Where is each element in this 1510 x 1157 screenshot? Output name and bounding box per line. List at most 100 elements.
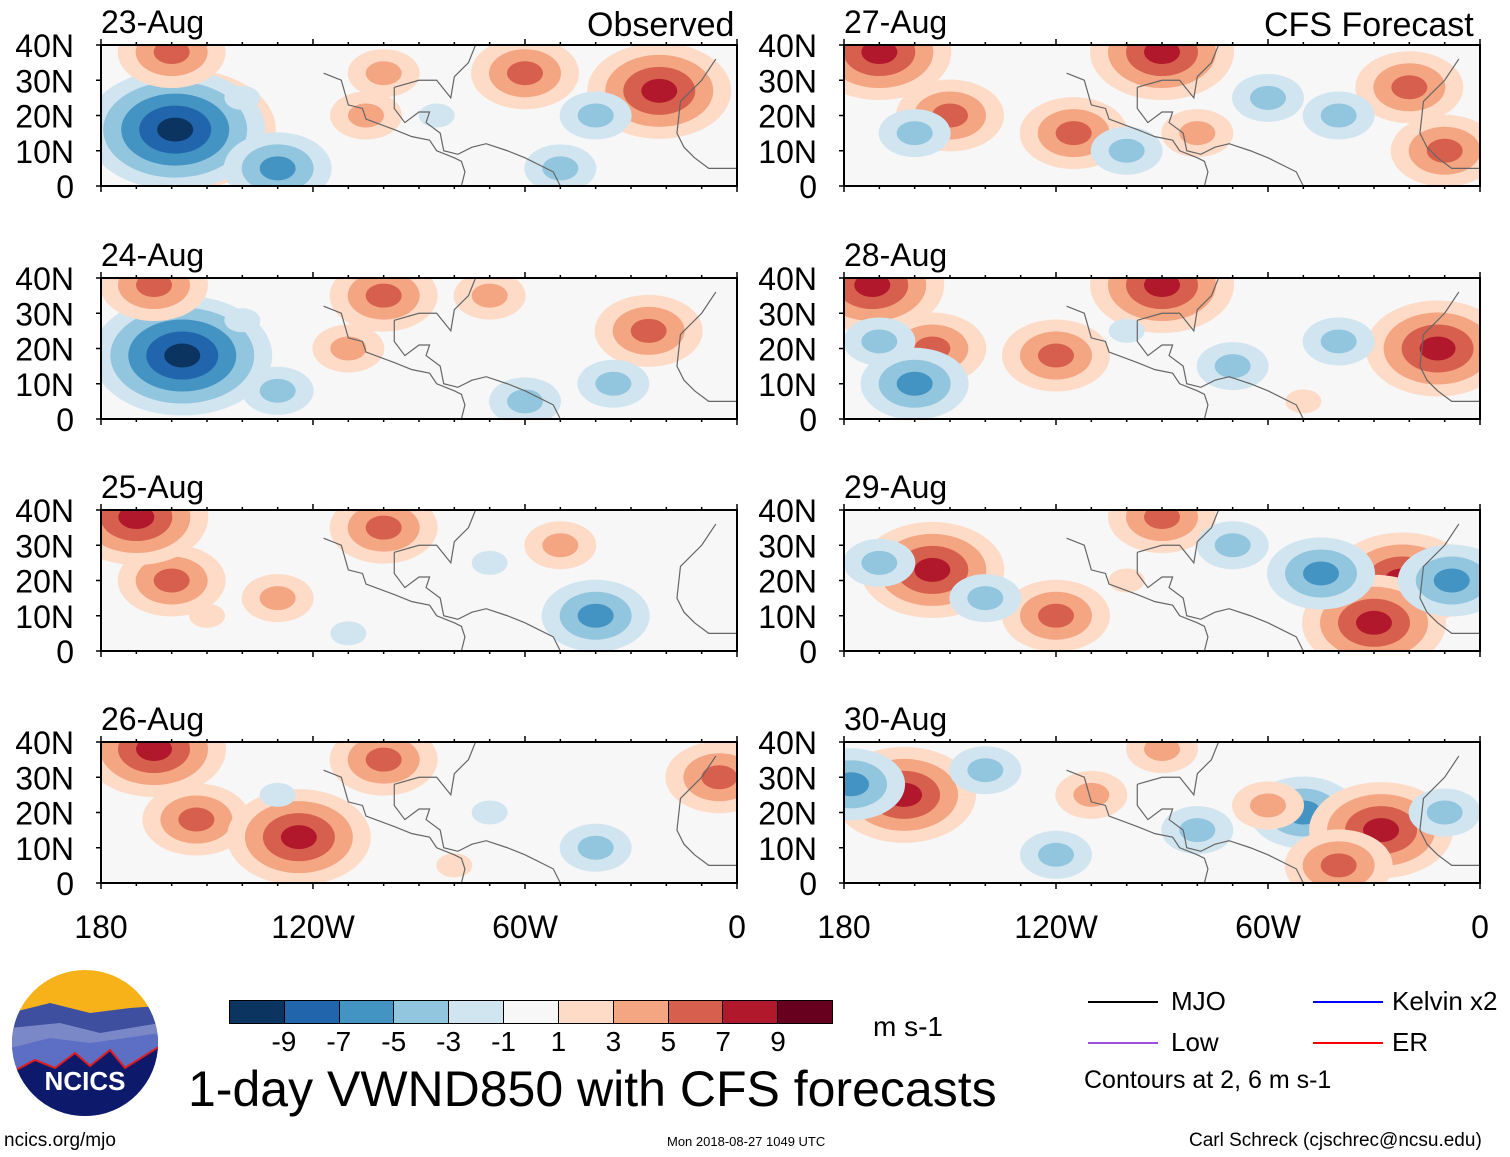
y-tick-label: 30N [15,760,74,796]
y-tick-label: 10N [15,599,74,635]
coastline [323,769,466,883]
coastline [394,510,477,565]
anomaly-contour [1073,782,1110,807]
legend-label-mjo: MJO [1171,986,1226,1016]
anomaly-contour [136,278,172,298]
coastline [1137,510,1220,565]
coastline [1419,58,1480,169]
colorbar-swatch [613,1001,669,1023]
anomaly-contour [507,389,543,414]
y-tick-label: 40N [758,261,817,297]
anomaly-contour [1144,742,1180,762]
anomaly-contour [1426,138,1463,163]
x-tick-label: 60W [492,909,559,945]
colorbar-label: -7 [326,1026,352,1057]
colorbar-swatch [339,1001,395,1023]
coastline [1066,72,1209,186]
coastline [676,58,737,169]
anomaly-contour [471,283,508,308]
anomaly-contour [896,121,933,146]
anomaly-contour [365,283,402,308]
coastline [1136,320,1304,419]
coastline [394,278,477,333]
colorbar-swatch [284,1001,340,1023]
anomaly-contour [330,336,367,361]
logo-text: NCICS [45,1066,126,1096]
anomaly-contour [967,586,1004,611]
footer-url[interactable]: ncics.org/mjo [4,1130,116,1151]
colorbar-label: -5 [381,1026,407,1057]
y-tick-label: 30N [758,63,817,99]
anomaly-contour [1303,561,1339,586]
panel-date: 25-Aug [101,469,204,505]
panel-date: 29-Aug [844,469,947,505]
anomaly-contour [189,603,225,628]
coastline [393,552,561,651]
anomaly-contour [1433,568,1470,593]
colorbar-label: -3 [436,1026,462,1057]
y-tick-label: 40N [15,725,74,761]
colorbar-swatch [394,1001,450,1023]
anomaly-contour [365,747,402,772]
anomaly-contour [1214,354,1251,379]
y-tick-label: 20N [758,564,817,600]
panel-date: 26-Aug [101,701,204,737]
anomaly-contour [1320,853,1357,878]
coastline [394,45,477,100]
anomaly-contour [1426,800,1463,825]
x-tick-label: 180 [74,909,127,945]
column-label-forecast: CFS Forecast [1264,6,1474,44]
anomaly-contour [1419,336,1456,361]
anomaly-contour [1038,842,1074,867]
y-tick-label: 0 [56,866,74,902]
y-tick-label: 40N [758,493,817,529]
colorbar-swatch [230,1001,285,1023]
anomaly-contour [224,308,261,333]
coastline [393,784,561,883]
anomaly-contour [1214,533,1251,558]
y-tick-label: 40N [758,28,817,64]
panel-date: 23-Aug [101,4,204,40]
anomaly-contour [1356,610,1392,635]
y-tick-label: 30N [15,528,74,564]
colorbar-label: 9 [770,1026,786,1057]
anomaly-contour [348,103,384,128]
y-tick-label: 20N [758,332,817,368]
colorbar-label: 5 [660,1026,677,1057]
colorbar-label: -9 [271,1026,297,1057]
y-tick-label: 30N [758,528,817,564]
anomaly-contour [542,533,579,558]
anomaly-contour [577,603,614,628]
anomaly-contour [153,45,190,65]
y-tick-label: 20N [15,332,74,368]
anomaly-contour [259,378,296,403]
anomaly-contour [330,621,367,646]
coastline [1136,784,1304,883]
anomaly-contour [259,586,296,611]
legend-line-er [1313,1042,1383,1044]
anomaly-contour [595,371,632,396]
colorbar-swatch [778,1001,832,1023]
anomaly-contour [280,825,317,850]
anomaly-contour [1320,329,1357,354]
anomaly-contour [542,156,579,181]
anomaly-contour [157,117,194,142]
column-label-observed: Observed [587,6,735,44]
anomaly-contour [1108,138,1145,163]
coastline [1419,755,1480,866]
contour-note: Contours at 2, 6 m s-1 [1084,1066,1332,1094]
colorbar-swatch [723,1001,779,1023]
x-tick-label: 180 [817,909,870,945]
y-tick-label: 40N [15,261,74,297]
anomaly-contour [641,78,678,103]
y-tick-label: 10N [15,134,74,170]
y-tick-label: 20N [758,796,817,832]
coastline [1136,87,1304,186]
anomaly-contour [577,103,614,128]
anomaly-contour [1363,818,1400,843]
anomaly-contour [365,61,402,86]
y-tick-label: 0 [56,402,74,438]
